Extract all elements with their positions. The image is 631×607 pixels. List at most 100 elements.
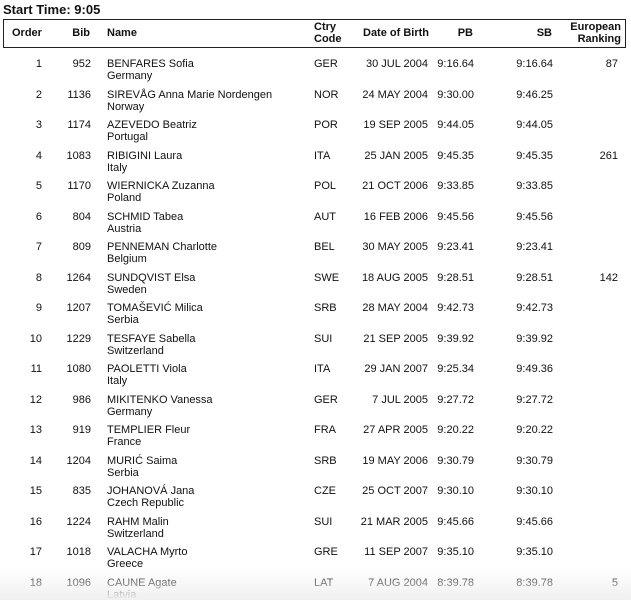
cell-sb: 9:49.36 xyxy=(516,363,553,375)
cell-sb: 9:45.66 xyxy=(516,515,553,528)
cell-country: Germany xyxy=(107,405,153,418)
cell-country: Italy xyxy=(107,161,128,174)
cell-sb: 9:20.22 xyxy=(516,424,553,436)
cell-dob: 21 OCT 2006 xyxy=(362,180,428,192)
cell-order: 11 xyxy=(30,363,42,375)
cell-code: AUT xyxy=(314,210,336,223)
cell-sb: 9:30.79 xyxy=(516,454,553,467)
cell-order: 6 xyxy=(35,210,42,223)
table-row: 1 952 BENFARES Sofia Germany GER 30 JUL 2004 9… xyxy=(0,58,631,88)
cell-bib: 1170 xyxy=(67,180,91,192)
cell-sb: 9:35.10 xyxy=(516,546,553,558)
header-ranking-1: European xyxy=(570,21,621,33)
cell-code: SUI xyxy=(314,332,333,345)
cell-pb: 9:33.85 xyxy=(437,180,474,192)
cell-order: 9 xyxy=(35,302,42,314)
cell-bib: 986 xyxy=(72,393,91,406)
cell-bib: 1207 xyxy=(66,302,91,314)
cell-rank: 5 xyxy=(611,576,618,589)
cell-bib: 1096 xyxy=(66,576,91,589)
cell-order: 1 xyxy=(35,58,42,70)
header-code: Code xyxy=(314,33,342,45)
cell-code: LAT xyxy=(314,576,334,589)
table-row: 12 986 MIKITENKO Vanessa Germany GER 7 JUL 20… xyxy=(0,394,631,424)
cell-pb: 9:20.22 xyxy=(437,424,474,436)
table-row: 4 1083 RIBIGINI Laura Italy ITA 25 JAN 2005 9:… xyxy=(0,150,631,180)
cell-code: SRB xyxy=(314,302,337,314)
table-row: 9 1207 TOMAŠEVIĆ Milica Serbia SRB 28 MAY 200… xyxy=(0,302,631,332)
table-row: 15 835 JOHANOVÁ Jana Czech Republic CZE 25 OC… xyxy=(0,485,631,515)
cell-sb: 9:44.05 xyxy=(516,119,553,131)
table-row: 2 1136 SIREVÅG Anna Marie Nordengen Norway N… xyxy=(0,89,631,119)
cell-country: Portugal xyxy=(107,131,148,143)
cell-pb: 9:27.72 xyxy=(437,393,474,406)
cell-bib: 1264 xyxy=(66,271,91,284)
table-row: 7 809 PENNEMAN Charlotte Belgium BEL 30 MAY 2… xyxy=(0,241,631,271)
cell-dob: 19 SEP 2005 xyxy=(363,119,428,131)
cell-sb: 9:28.51 xyxy=(516,271,553,284)
cell-code: ITA xyxy=(314,149,331,162)
cell-pb: 9:45.66 xyxy=(437,515,474,528)
cell-bib: 809 xyxy=(72,241,91,253)
cell-dob: 11 SEP 2007 xyxy=(364,546,428,558)
cell-country: Serbia xyxy=(107,466,139,479)
cell-dob: 25 JAN 2005 xyxy=(364,149,428,162)
table-header: Order Bib Name Ctry Code Date of Birth P… xyxy=(3,19,626,48)
cell-dob: 25 OCT 2007 xyxy=(362,485,428,497)
cell-country: Belgium xyxy=(107,253,147,265)
cell-order: 13 xyxy=(29,424,42,436)
cell-code: SRB xyxy=(314,454,337,467)
cell-code: NOR xyxy=(314,88,339,101)
table-row: 13 919 TEMPLIER Fleur France FRA 27 APR 2005 9… xyxy=(0,424,631,454)
cell-bib: 1018 xyxy=(66,546,91,558)
cell-name: SCHMID Tabea xyxy=(107,210,184,223)
cell-order: 15 xyxy=(29,485,42,497)
cell-sb: 9:46.25 xyxy=(516,88,553,101)
cell-order: 17 xyxy=(29,546,42,558)
cell-bib: 1224 xyxy=(66,515,91,528)
cell-name: PENNEMAN Charlotte xyxy=(107,241,218,253)
header-ranking-2: Ranking xyxy=(577,33,621,45)
cell-name: VALACHA Myrto xyxy=(107,546,188,558)
cell-order: 5 xyxy=(35,180,42,192)
cell-order: 3 xyxy=(35,119,42,131)
cell-sb: 9:39.92 xyxy=(516,332,553,345)
cell-country: Czech Republic xyxy=(107,497,185,509)
cell-pb: 9:45.56 xyxy=(437,210,474,223)
cell-order: 7 xyxy=(35,241,42,253)
cell-bib: 1083 xyxy=(66,149,91,162)
table-row: 17 1018 VALACHA Myrto Greece GRE 11 SEP 2007 9… xyxy=(0,546,631,576)
cell-dob: 18 AUG 2005 xyxy=(361,271,428,284)
cell-code: ITA xyxy=(314,363,331,375)
cell-dob: 30 JUL 2004 xyxy=(366,58,428,70)
cell-dob: 24 MAY 2004 xyxy=(362,88,428,101)
cell-country: Serbia xyxy=(107,314,139,326)
cell-dob: 7 AUG 2004 xyxy=(368,576,428,589)
cell-bib: 1204 xyxy=(66,454,91,467)
cell-name: MURIĆ Saima xyxy=(107,454,178,467)
cell-sb: 9:45.35 xyxy=(516,149,553,162)
cell-dob: 7 JUL 2005 xyxy=(372,393,428,406)
cell-sb: 9:23.41 xyxy=(516,241,553,253)
header-name: Name xyxy=(107,27,137,39)
cell-dob: 29 JAN 2007 xyxy=(364,363,428,375)
cell-sb: 9:45.56 xyxy=(516,210,553,223)
cell-pb: 9:44.05 xyxy=(437,119,474,131)
cell-bib: 1136 xyxy=(67,88,91,101)
cell-dob: 21 MAR 2005 xyxy=(360,515,428,528)
cell-country: Poland xyxy=(107,192,142,204)
table-row: 18 1096 CAUNE Agate Latvia LAT 7 AUG 2004 8:39… xyxy=(0,577,631,607)
cell-name: PAOLETTI Viola xyxy=(107,363,187,375)
cell-code: GER xyxy=(314,393,338,406)
cell-bib: 804 xyxy=(72,210,91,223)
header-ctry: Ctry xyxy=(314,21,337,33)
cell-pb: 9:25.34 xyxy=(437,363,474,375)
cell-bib: 835 xyxy=(72,485,91,497)
table-row: 14 1204 MURIĆ Saima Serbia SRB 19 MAY 2006 9:3… xyxy=(0,455,631,485)
cell-dob: 21 SEP 2005 xyxy=(363,332,428,345)
cell-order: 14 xyxy=(29,454,42,467)
cell-dob: 16 FEB 2006 xyxy=(363,210,428,223)
cell-name: TOMAŠEVIĆ Milica xyxy=(107,302,203,314)
cell-code: SUI xyxy=(314,515,333,528)
cell-order: 12 xyxy=(29,393,42,406)
